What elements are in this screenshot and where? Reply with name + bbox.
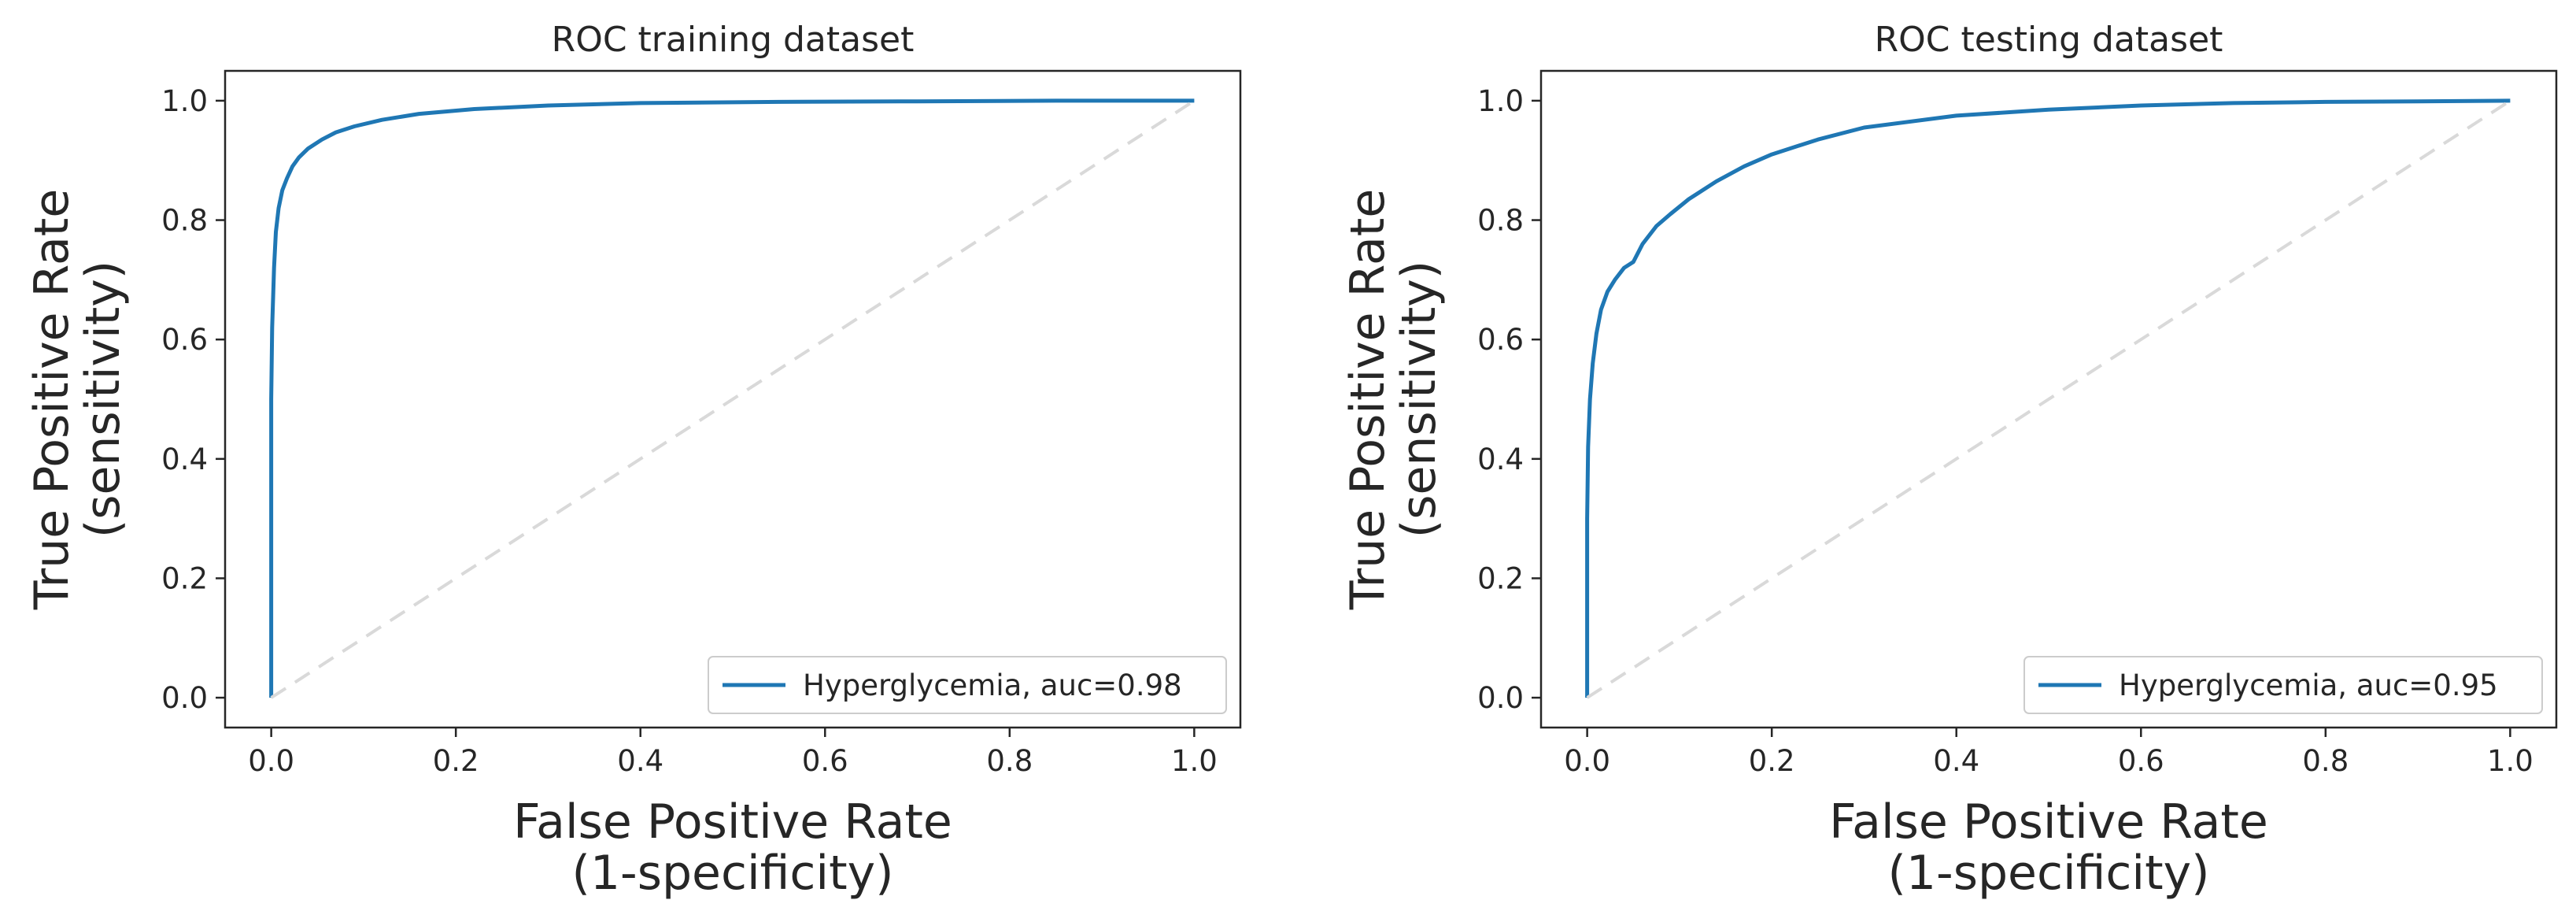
train-y-tick-label: 0.8 <box>161 204 208 238</box>
train-y-tick-label: 0.2 <box>161 561 208 595</box>
train-x-tick-label: 0.6 <box>802 744 848 778</box>
test-x-tick-label: 0.2 <box>1749 744 1795 778</box>
test-legend: Hyperglycemia, auc=0.95 <box>2023 656 2543 714</box>
train-x-tick-label: 1.0 <box>1171 744 1218 778</box>
test-x-tick-label: 1.0 <box>2487 744 2533 778</box>
train-chance-line <box>270 99 1196 699</box>
test-x-axis-sublabel: (1-specificity) <box>1887 846 2209 901</box>
train-x-tick-label: 0.2 <box>433 744 479 778</box>
train-x-tick-label: 0.8 <box>986 744 1033 778</box>
test-chance-line <box>1586 99 2511 699</box>
train-chart-title: ROC training dataset <box>552 20 915 60</box>
test-x-tick-label: 0.0 <box>1564 744 1610 778</box>
test-chart-title: ROC testing dataset <box>1875 20 2223 60</box>
train-x-axis-label: False Positive Rate <box>513 794 952 850</box>
train-y-tick-label: 0.4 <box>161 443 208 476</box>
test-x-tick-label: 0.6 <box>2118 744 2164 778</box>
train-y-axis-label: True Positive Rate <box>24 189 79 610</box>
test-legend-label: Hyperglycemia, auc=0.95 <box>2119 668 2498 702</box>
train-y-tick-label: 0.0 <box>161 681 208 715</box>
train-x-axis-sublabel: (1-specificity) <box>571 846 893 901</box>
test-x-tick-label: 0.4 <box>1933 744 1979 778</box>
test-y-tick-label: 0.8 <box>1477 204 1524 238</box>
test-y-tick-label: 0.4 <box>1477 443 1524 476</box>
test-roc-curve <box>1585 98 2511 698</box>
train-y-tick-label: 1.0 <box>161 84 208 118</box>
train-legend-box <box>708 656 1227 714</box>
test-chart: 0.0 0.2 0.4 0.6 0.8 1.0 0.0 0.2 0.4 0.6 0.8 1.0 ROC … <box>1340 20 2558 901</box>
test-y-tick-label: 0.6 <box>1477 323 1524 357</box>
train-y-axis-sublabel: (sensitivity) <box>76 261 131 538</box>
test-y-tick-label: 0.0 <box>1477 681 1524 715</box>
train-y-tick-label: 0.6 <box>161 323 208 357</box>
test-y-axis-label: True Positive Rate <box>1340 189 1395 610</box>
train-legend: Hyperglycemia, auc=0.98 <box>708 656 1227 714</box>
test-legend-box <box>2023 656 2543 714</box>
train-chart: 0.0 0.2 0.4 0.6 0.8 1.0 0.0 0.2 0.4 0.6 0.8 1.0 ROC … <box>24 20 1242 901</box>
train-axes-frame <box>224 69 1242 729</box>
train-legend-label: Hyperglycemia, auc=0.98 <box>803 668 1182 702</box>
train-x-tick-label: 0.4 <box>617 744 663 778</box>
test-y-tick-label: 0.2 <box>1477 561 1524 595</box>
test-axes-frame <box>1539 69 2558 729</box>
test-x-tick-label: 0.8 <box>2302 744 2349 778</box>
test-x-axis-label: False Positive Rate <box>1829 794 2268 850</box>
train-roc-curve <box>269 98 1195 698</box>
test-y-axis-sublabel: (sensitivity) <box>1391 261 1447 538</box>
train-x-tick-label: 0.0 <box>248 744 294 778</box>
test-y-tick-label: 1.0 <box>1477 84 1524 118</box>
